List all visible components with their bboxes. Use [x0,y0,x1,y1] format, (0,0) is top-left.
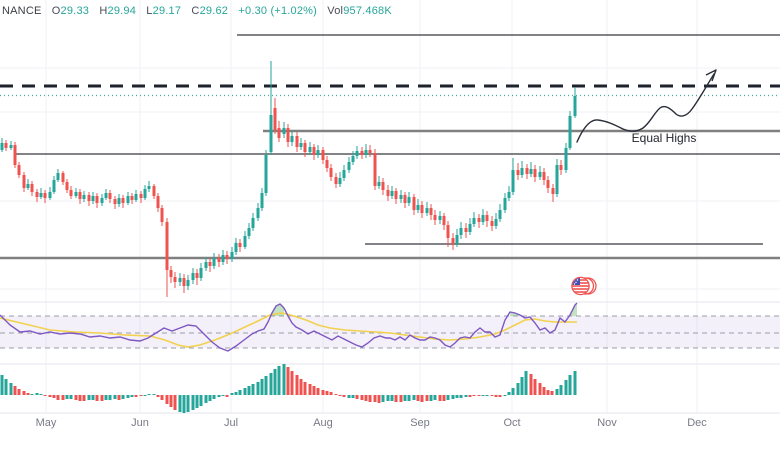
close-value: 29.62 [199,5,229,17]
high-label: H [99,5,108,17]
volume-value: 957.468K [343,5,392,17]
time-axis[interactable]: May Jun Jul Aug Sep Oct Nov Dec [0,417,780,433]
symbol-name: NANCE [2,5,42,17]
open-value: 29.33 [60,5,90,17]
rsi-band [0,315,780,349]
month-label: Oct [503,417,521,429]
ohlc-legend: NANCE O29.33 H29.94 L29.17 C29.62 +0.30 … [2,5,392,17]
month-label: Nov [597,417,617,429]
low-value: 29.17 [152,5,182,17]
rsi-indicator [0,302,578,352]
month-label: Sep [410,417,430,429]
open-label: O [51,5,61,17]
change-value: +0.30 (+1.02%) [238,5,318,17]
arrowhead [705,69,717,82]
grid-layer [0,0,780,413]
low-label: L [146,5,153,17]
equal-highs-label[interactable]: Equal Highs [631,131,697,145]
drawn-horizontal-lines[interactable] [0,34,780,260]
month-label: May [35,417,57,429]
squiggle-arrow-line [576,73,715,143]
volume-label: Vol [327,5,344,17]
projection-arrow[interactable] [576,69,717,143]
month-label: Aug [313,417,333,429]
month-label: Jul [223,417,239,429]
month-label: Jun [131,417,149,429]
macd-histogram [0,364,577,413]
month-label: Dec [687,417,707,429]
high-value: 29.94 [107,5,137,17]
us-flag-sticker-icon[interactable] [569,276,597,302]
separator-lines [0,301,780,414]
close-label: C [191,5,200,17]
candlestick-series [0,61,577,297]
